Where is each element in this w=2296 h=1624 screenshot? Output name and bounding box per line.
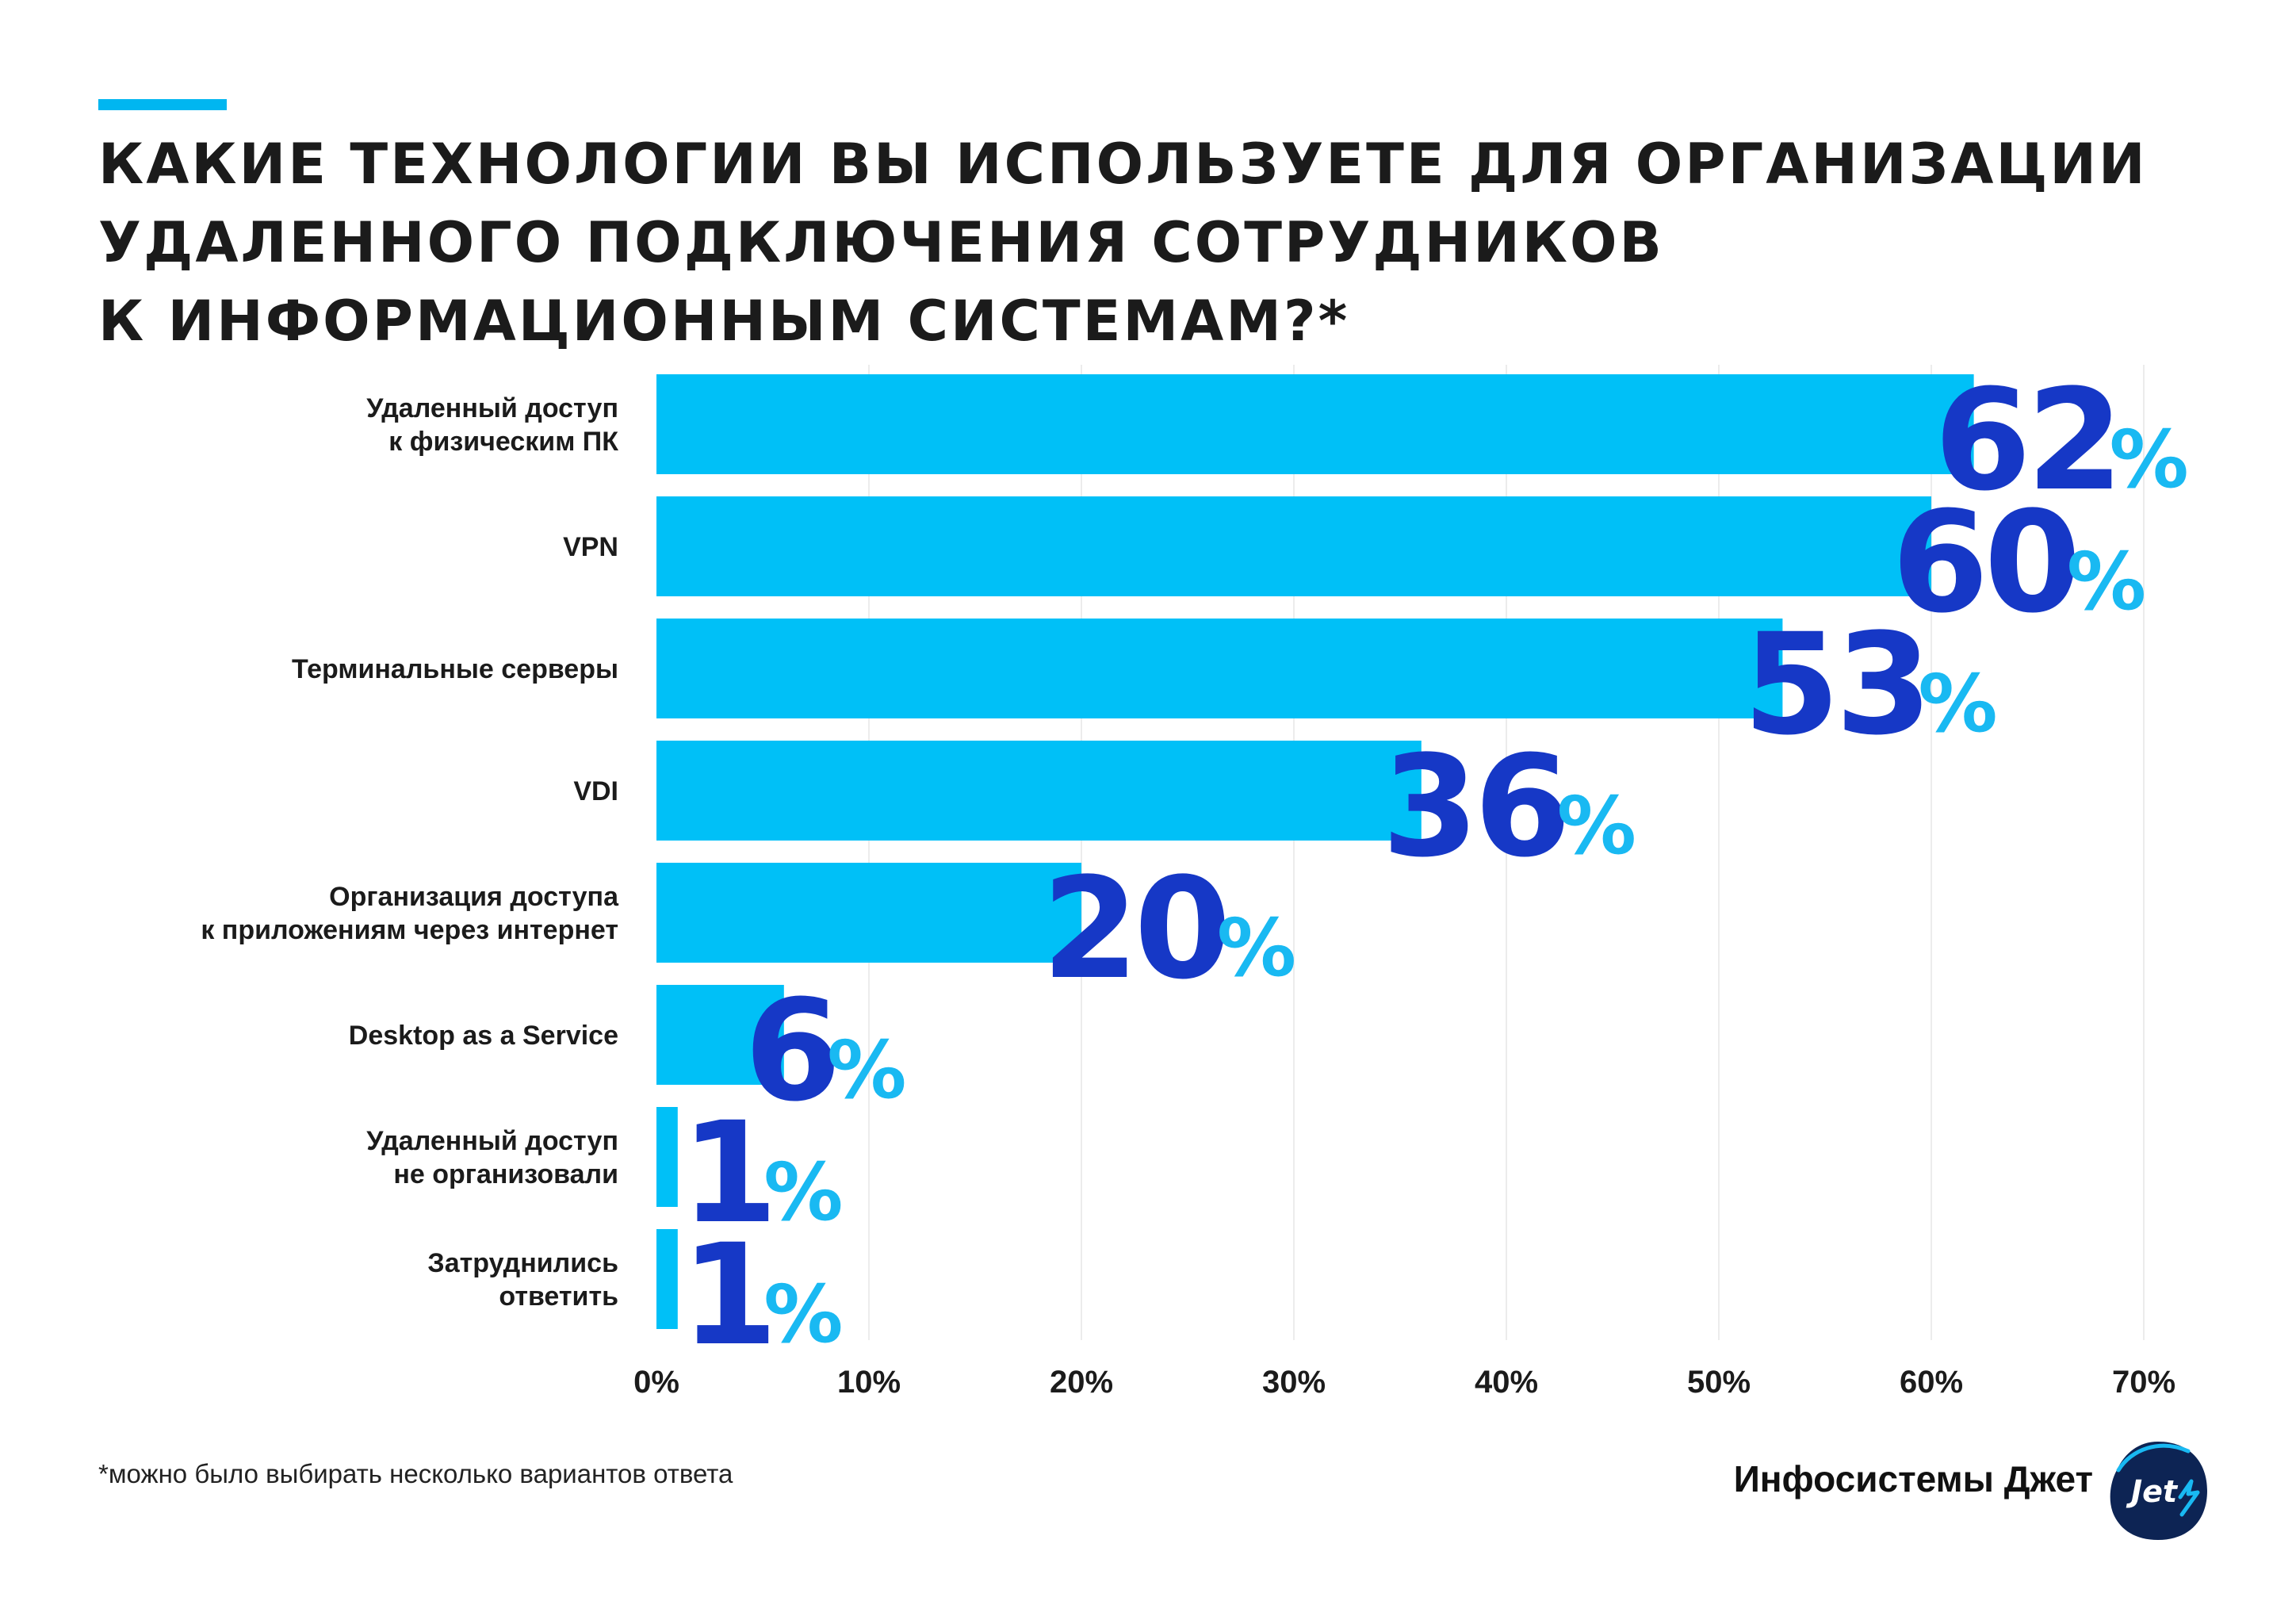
x-tick-label: 30% <box>1262 1365 1326 1400</box>
value-percent: % <box>1918 657 1997 750</box>
brand-name: Инфосистемы Джет <box>1733 1458 2093 1500</box>
x-axis-ticks: 0% 10% 20% 30% 40% 50% 60% 70% <box>633 1365 2175 1400</box>
category-label: Затруднились <box>427 1248 618 1278</box>
category-label: к приложениям через интернет <box>201 915 618 945</box>
value-number: 62 <box>1934 359 2119 522</box>
bar <box>656 985 784 1085</box>
value-number: 60 <box>1892 481 2076 644</box>
x-tick-label: 70% <box>2112 1365 2175 1400</box>
category-label: не организовали <box>393 1159 618 1189</box>
title-line-3: К ИНФОРМАЦИОННЫМ СИСТЕМАМ?* <box>98 289 1350 354</box>
category-label: к физическим ПК <box>388 427 618 457</box>
x-tick-label: 10% <box>837 1365 901 1400</box>
value-labels: 62%60%53%36%20%6%1%1% <box>681 359 2189 1377</box>
category-labels: Удаленный доступ к физическим ПК VPN Термин… <box>201 393 619 1312</box>
category-label: VPN <box>563 532 618 562</box>
logo-spark <box>2178 1479 2200 1517</box>
value-number: 6 <box>744 970 836 1132</box>
bar <box>656 496 1931 596</box>
footnote: *можно было выбирать несколько вариантов… <box>98 1459 733 1488</box>
value-percent: % <box>2110 413 2189 506</box>
bar <box>656 741 1422 841</box>
x-tick-label: 40% <box>1475 1365 1538 1400</box>
x-tick-label: 50% <box>1687 1365 1751 1400</box>
category-label: Терминальные серверы <box>292 654 618 684</box>
jet-logo: Jet <box>2110 1442 2207 1540</box>
category-label: Удаленный доступ <box>366 1126 618 1156</box>
x-tick-label: 20% <box>1050 1365 1113 1400</box>
category-label: Desktop as a Service <box>349 1021 618 1051</box>
bar <box>656 619 1783 718</box>
bar <box>656 374 1974 474</box>
value-number: 1 <box>681 1092 773 1254</box>
bar <box>656 1107 678 1207</box>
value-percent: % <box>763 1268 843 1361</box>
value-number: 53 <box>1743 603 1927 766</box>
bars <box>656 374 1974 1329</box>
title-line-2: УДАЛЕННОГО ПОДКЛЮЧЕНИЯ СОТРУДНИКОВ <box>98 210 1664 275</box>
logo-text: Jet <box>2126 1474 2179 1509</box>
value-percent: % <box>1557 779 1636 872</box>
category-label: ответить <box>499 1281 618 1312</box>
x-tick-label: 0% <box>633 1365 679 1400</box>
title-line-1: КАКИЕ ТЕХНОЛОГИИ ВЫ ИСПОЛЬЗУЕТЕ ДЛЯ ОРГА… <box>98 132 2148 197</box>
logo-swoosh <box>2116 1443 2191 1473</box>
value-number: 36 <box>1382 726 1567 888</box>
bar <box>656 863 1081 963</box>
value-number: 1 <box>681 1214 773 1377</box>
value-number: 20 <box>1042 848 1226 1010</box>
category-label: VDI <box>573 776 618 806</box>
category-label: Организация доступа <box>329 882 619 912</box>
value-percent: % <box>763 1146 843 1239</box>
category-label: Удаленный доступ <box>366 393 618 423</box>
title-accent-line <box>98 99 227 110</box>
value-percent: % <box>2067 535 2146 628</box>
value-percent: % <box>827 1024 906 1116</box>
chart-title: КАКИЕ ТЕХНОЛОГИИ ВЫ ИСПОЛЬЗУЕТЕ ДЛЯ ОРГА… <box>98 125 2148 361</box>
value-percent: % <box>1217 902 1296 994</box>
bar <box>656 1229 678 1329</box>
x-tick-label: 60% <box>1900 1365 1963 1400</box>
